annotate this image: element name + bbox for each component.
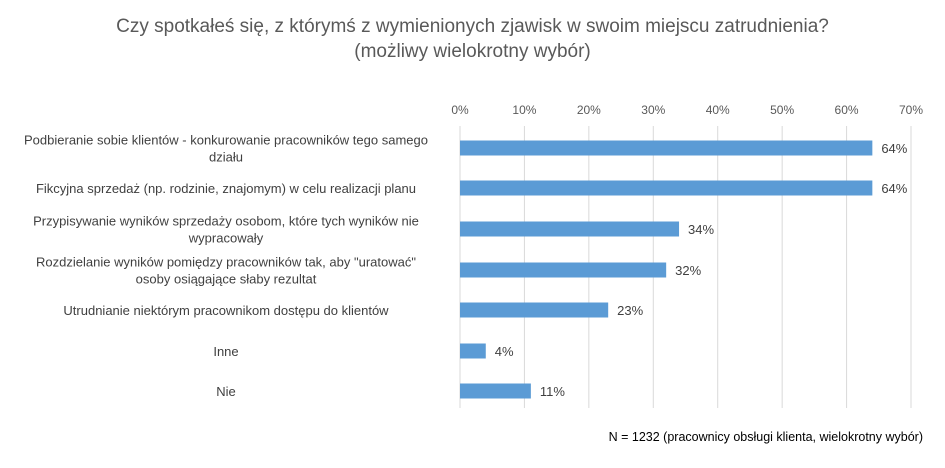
x-tick-label: 20%: [577, 103, 601, 117]
category-label-line: Przypisywanie wyników sprzedaży osobom, …: [33, 214, 419, 229]
data-label: 32%: [675, 263, 701, 278]
category-label: Podbieranie sobie klientów - konkurowani…: [24, 133, 428, 165]
category-label: Przypisywanie wyników sprzedaży osobom, …: [33, 214, 419, 246]
data-label: 23%: [617, 303, 643, 318]
bar: [460, 343, 486, 359]
category-label: Inne: [213, 344, 238, 359]
data-label: 11%: [540, 384, 565, 399]
category-label: Fikcyjna sprzedaż (np. rodzinie, znajomy…: [36, 181, 416, 196]
category-label: Utrudnianie niektórym pracownikom dostęp…: [63, 303, 389, 318]
x-tick-label: 10%: [512, 103, 536, 117]
bar: [460, 221, 680, 237]
bar: [460, 383, 531, 399]
bar: [460, 140, 873, 156]
category-label-line: Podbieranie sobie klientów - konkurowani…: [24, 133, 428, 148]
data-label: 64%: [881, 181, 907, 196]
x-tick-label: 50%: [770, 103, 794, 117]
category-label-line: Utrudnianie niektórym pracownikom dostęp…: [63, 303, 389, 318]
chart-title: Czy spotkałeś się, z którymś z wymienion…: [116, 16, 829, 37]
x-tick-label: 70%: [899, 103, 923, 117]
category-label-line: osoby osiągające słaby rezultat: [136, 272, 317, 287]
category-label: Rozdzielanie wyników pomiędzy pracownikó…: [36, 255, 416, 287]
category-label-line: Nie: [216, 384, 236, 399]
category-label-line: wypracowały: [188, 231, 264, 246]
category-label: Nie: [216, 384, 236, 399]
data-label: 4%: [495, 344, 514, 359]
x-tick-label: 60%: [835, 103, 859, 117]
sample-note: N = 1232 (pracownicy obsługi klienta, wi…: [608, 430, 923, 444]
category-label-line: Inne: [213, 344, 238, 359]
bar: [460, 302, 609, 318]
x-tick-label: 0%: [451, 103, 469, 117]
bar: [460, 262, 667, 278]
data-label: 34%: [688, 222, 714, 237]
category-label-line: Fikcyjna sprzedaż (np. rodzinie, znajomy…: [36, 181, 416, 196]
chart-subtitle: (możliwy wielokrotny wybór): [354, 41, 591, 62]
data-label: 64%: [881, 141, 907, 156]
category-label-line: Rozdzielanie wyników pomiędzy pracownikó…: [36, 255, 416, 270]
x-tick-label: 40%: [706, 103, 730, 117]
category-label-line: działu: [209, 150, 243, 165]
bar: [460, 180, 873, 196]
x-tick-label: 30%: [641, 103, 665, 117]
